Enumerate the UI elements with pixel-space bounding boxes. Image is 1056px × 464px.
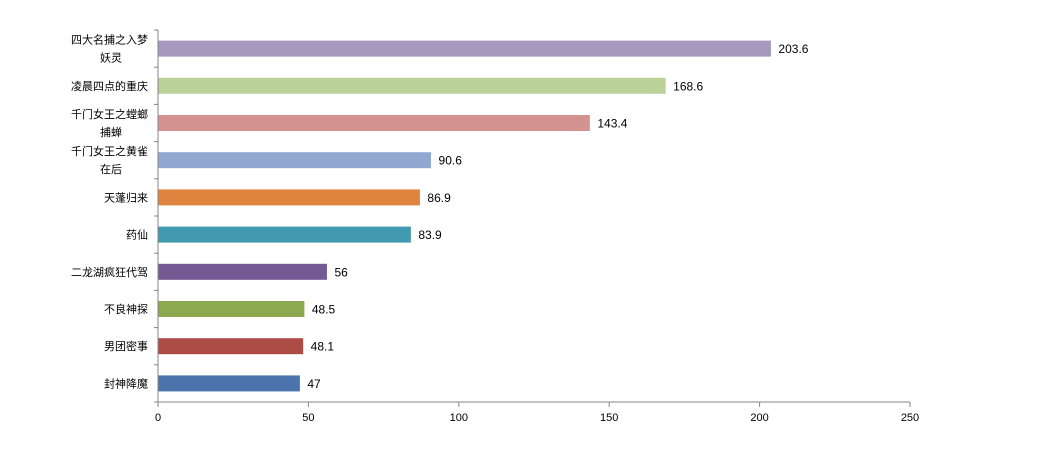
category-label: 在后: [100, 163, 122, 176]
x-tick-label: 50: [302, 412, 314, 424]
bar: [158, 301, 305, 317]
bar: [158, 338, 304, 355]
category-label: 千门女王之黄雀: [71, 144, 148, 158]
data-label: 203.6: [778, 42, 808, 56]
category-label: 男团密事: [104, 339, 148, 353]
bar: [158, 226, 411, 243]
data-label: 47: [307, 377, 321, 391]
x-tick-label: 100: [450, 412, 468, 424]
bar: [158, 77, 666, 94]
data-label: 56: [334, 265, 348, 279]
data-label: 143.4: [597, 117, 627, 131]
data-label: 48.5: [312, 303, 336, 317]
data-label: 168.6: [673, 79, 703, 93]
category-label: 药仙: [126, 229, 148, 242]
category-label: 捕蝉: [100, 125, 122, 139]
bar: [158, 375, 300, 392]
category-label: 四大名捕之入梦: [71, 33, 148, 47]
data-label: 90.6: [439, 154, 463, 168]
category-label: 二龙湖疯狂代驾: [71, 265, 148, 279]
x-tick-label: 150: [600, 412, 618, 424]
data-label: 83.9: [418, 228, 442, 242]
data-label: 86.9: [427, 191, 451, 205]
data-label: 48.1: [311, 340, 335, 354]
bar: [158, 40, 771, 57]
bar: [158, 152, 432, 169]
x-tick-label: 0: [155, 412, 161, 424]
category-label: 千门女王之螳螂: [71, 107, 148, 121]
category-label: 天蓬归来: [104, 190, 148, 204]
bar: [158, 189, 420, 206]
bar: [158, 115, 590, 131]
category-label: 凌晨四点的重庆: [71, 79, 148, 93]
x-tick-label: 200: [750, 412, 768, 424]
category-label: 妖灵: [100, 51, 122, 65]
x-axis-ticks: 0 50 100 150 200 250: [154, 29, 919, 424]
bars-layer: [158, 40, 771, 392]
bar: [158, 263, 327, 280]
x-tick-label: 250: [901, 412, 919, 424]
category-label: 封神降魔: [104, 376, 148, 390]
category-label: 不良神探: [104, 302, 148, 316]
